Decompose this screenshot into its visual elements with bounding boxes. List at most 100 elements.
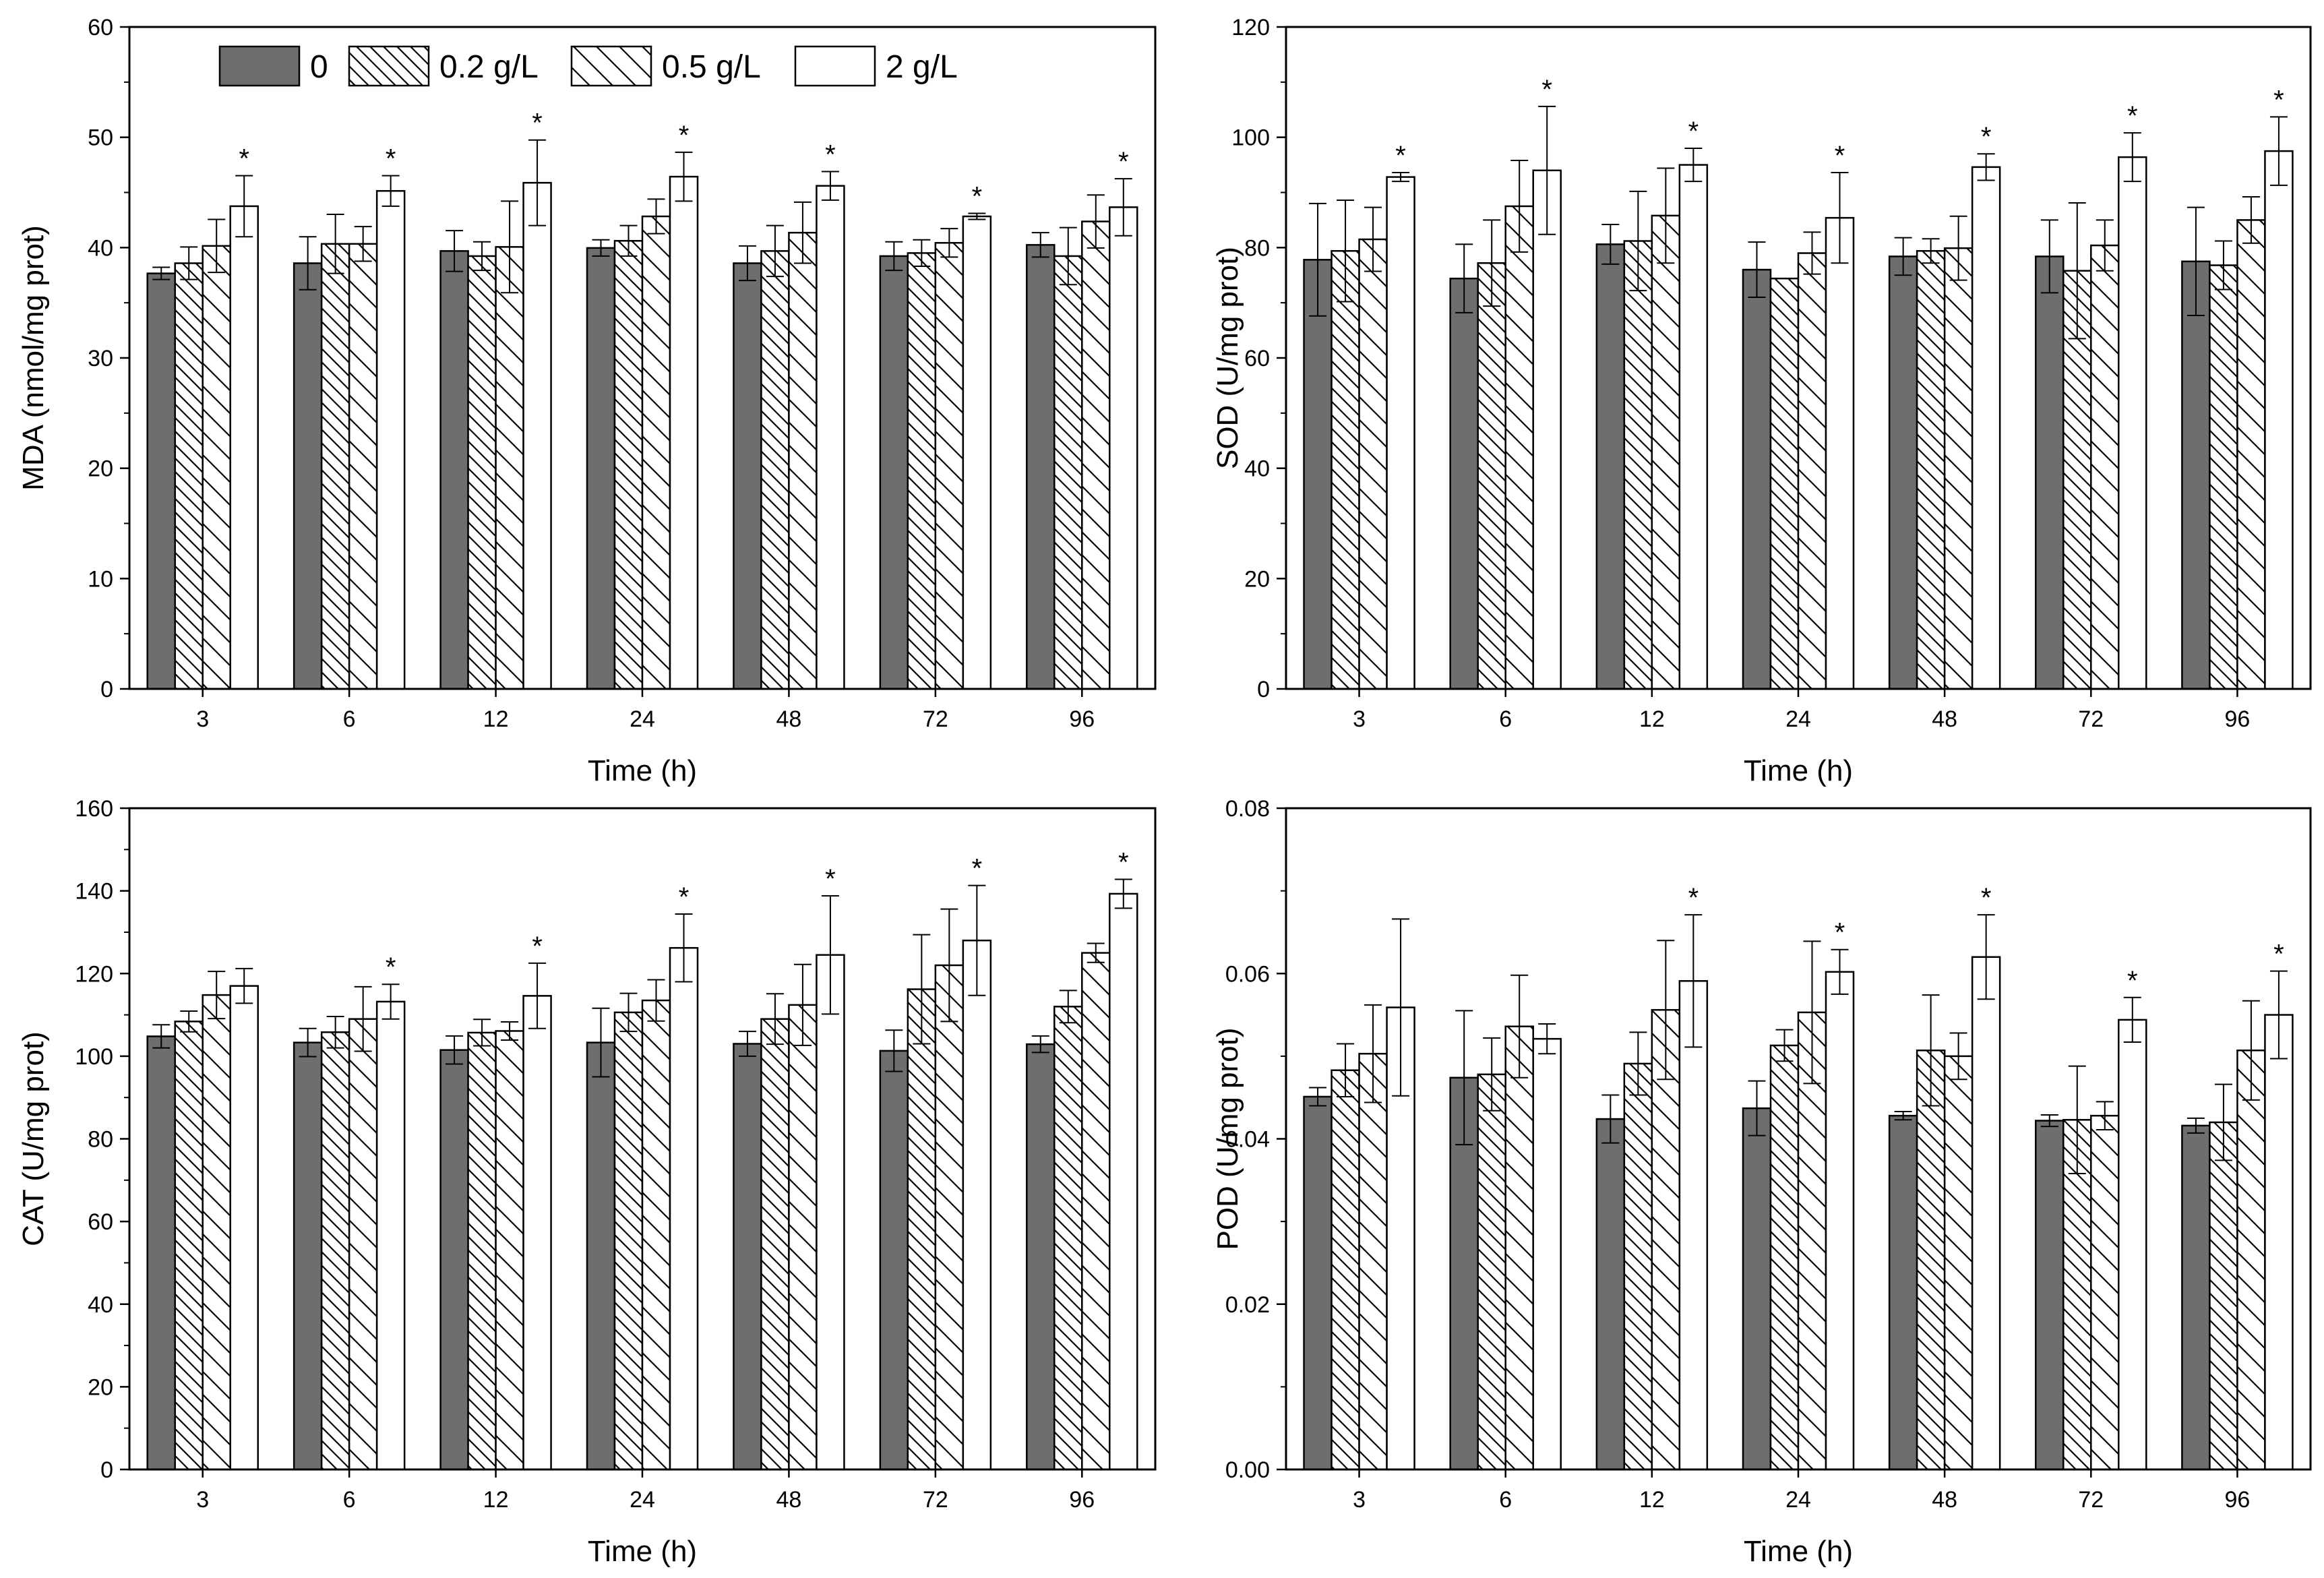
y-tick-label: 100 bbox=[1231, 125, 1270, 151]
y-tick-label: 60 bbox=[88, 1209, 113, 1235]
x-tick-label: 24 bbox=[1785, 706, 1811, 732]
x-tick-label: 6 bbox=[1499, 706, 1512, 732]
bar-2-g-l-72 bbox=[962, 215, 992, 690]
plot-frame bbox=[128, 26, 1157, 690]
significance-marker: * bbox=[1981, 122, 1992, 152]
bar-0-48 bbox=[733, 262, 762, 690]
x-tick-label: 6 bbox=[1499, 1487, 1512, 1513]
bar-0-5-g-l-3 bbox=[202, 994, 231, 1471]
bar-0-2-g-l-12 bbox=[1623, 1062, 1653, 1471]
x-axis-title: Time (h) bbox=[588, 1535, 697, 1568]
y-tick-label: 0.04 bbox=[1225, 1127, 1270, 1153]
bar-0-5-g-l-96 bbox=[2236, 219, 2266, 690]
bar-0-5-g-l-12 bbox=[495, 1030, 524, 1471]
x-tick-label: 96 bbox=[1069, 706, 1095, 732]
significance-marker: * bbox=[825, 140, 836, 170]
bar-0-3 bbox=[1303, 1095, 1333, 1471]
legend-item-0: 0 bbox=[218, 45, 328, 87]
bar-0-5-g-l-24 bbox=[1797, 252, 1827, 690]
bar-0-5-g-l-72 bbox=[2090, 244, 2120, 690]
x-tick-label: 24 bbox=[630, 1487, 655, 1513]
x-tick-label: 6 bbox=[343, 706, 356, 732]
bar-2-g-l-72 bbox=[2118, 156, 2147, 690]
bar-0-5-g-l-48 bbox=[788, 231, 818, 690]
legend-item-0-5-g-l: 0.5 g/L bbox=[570, 45, 761, 87]
y-tick-label: 120 bbox=[75, 961, 113, 987]
bar-0-5-g-l-96 bbox=[2236, 1050, 2266, 1471]
bar-0-5-g-l-72 bbox=[2090, 1114, 2120, 1471]
bar-2-g-l-96 bbox=[1109, 206, 1138, 690]
bar-2-g-l-48 bbox=[816, 954, 845, 1471]
bar-0-3 bbox=[146, 1035, 176, 1471]
bar-2-g-l-24 bbox=[669, 946, 699, 1471]
bar-0-2-g-l-24 bbox=[1769, 1044, 1800, 1471]
bar-0-2-g-l-48 bbox=[1916, 249, 1946, 690]
x-tick-label: 72 bbox=[923, 1487, 948, 1513]
bar-2-g-l-12 bbox=[1678, 164, 1709, 690]
bar-2-g-l-72 bbox=[962, 939, 992, 1471]
y-tick-label: 10 bbox=[88, 566, 113, 592]
bar-2-g-l-24 bbox=[1825, 971, 1855, 1471]
bar-0-24 bbox=[586, 1041, 616, 1471]
x-tick-label: 24 bbox=[1785, 1487, 1811, 1513]
bar-0-3 bbox=[1303, 259, 1333, 690]
bar-0-96 bbox=[1026, 244, 1056, 690]
bar-2-g-l-96 bbox=[2264, 150, 2294, 690]
x-tick-label: 96 bbox=[2225, 1487, 2251, 1513]
bar-0-72 bbox=[2035, 1120, 2065, 1471]
bar-0-5-g-l-96 bbox=[1081, 952, 1111, 1471]
y-tick-label: 40 bbox=[1244, 456, 1270, 482]
bar-0-5-g-l-3 bbox=[1358, 238, 1388, 690]
y-axis-title: SOD (U/mg prot) bbox=[1211, 247, 1244, 469]
x-tick-label: 48 bbox=[1932, 706, 1957, 732]
chart-panel-3: 0 20 40 60 80 100 120 140 160 3 * 6 * 12 * 24 * 48 * 72 * 96 T… bbox=[17, 796, 1157, 1568]
y-axis-title: CAT (U/mg prot) bbox=[17, 1031, 50, 1246]
y-axis-title: MDA (nmol/mg prot) bbox=[17, 225, 50, 491]
bar-0-2-g-l-24 bbox=[1769, 277, 1800, 690]
bar-0-5-g-l-12 bbox=[1651, 214, 1681, 690]
x-tick-label: 3 bbox=[196, 706, 209, 732]
y-tick-label: 30 bbox=[88, 346, 113, 371]
legend-label: 2 g/L bbox=[886, 49, 958, 85]
bar-0-2-g-l-6 bbox=[1477, 1073, 1506, 1471]
bar-2-g-l-96 bbox=[2264, 1014, 2294, 1471]
bar-0-5-g-l-12 bbox=[495, 246, 524, 690]
x-tick-label: 12 bbox=[483, 706, 509, 732]
bar-2-g-l-48 bbox=[1971, 166, 2001, 690]
bar-0-2-g-l-3 bbox=[1331, 1069, 1360, 1471]
y-tick-label: 160 bbox=[75, 796, 113, 822]
plot-frame bbox=[1285, 807, 2312, 1471]
significance-marker: * bbox=[825, 864, 836, 894]
x-tick-label: 6 bbox=[343, 1487, 356, 1513]
y-tick-label: 0.00 bbox=[1225, 1457, 1270, 1483]
y-tick-label: 0 bbox=[1257, 677, 1270, 702]
y-tick-label: 100 bbox=[75, 1044, 113, 1070]
bar-0-6 bbox=[293, 262, 323, 690]
legend-item-0-2-g-l: 0.2 g/L bbox=[348, 45, 539, 87]
bar-0-96 bbox=[2181, 1124, 2211, 1471]
x-tick-label: 96 bbox=[1069, 1487, 1095, 1513]
bar-0-2-g-l-3 bbox=[174, 1021, 204, 1471]
legend-swatch bbox=[794, 45, 876, 87]
bar-0-24 bbox=[586, 247, 616, 690]
bar-0-5-g-l-3 bbox=[1358, 1052, 1388, 1471]
significance-marker: * bbox=[2127, 101, 2138, 131]
significance-marker: * bbox=[1118, 147, 1129, 177]
bar-0-2-g-l-72 bbox=[907, 988, 937, 1471]
legend-swatch bbox=[570, 45, 652, 87]
bar-0-5-g-l-72 bbox=[934, 964, 965, 1471]
plot-frame bbox=[1285, 26, 2312, 690]
significance-marker: * bbox=[679, 121, 690, 150]
y-tick-label: 20 bbox=[88, 456, 113, 482]
bar-0-6 bbox=[1449, 277, 1479, 690]
bar-0-2-g-l-12 bbox=[1623, 240, 1653, 690]
bar-0-2-g-l-6 bbox=[320, 243, 350, 690]
y-tick-label: 0.08 bbox=[1225, 796, 1270, 822]
bar-0-5-g-l-24 bbox=[641, 215, 671, 690]
bar-0-5-g-l-3 bbox=[202, 245, 231, 690]
bar-0-2-g-l-48 bbox=[760, 250, 790, 690]
legend-item-2-g-l: 2 g/L bbox=[794, 45, 958, 87]
bar-0-2-g-l-24 bbox=[613, 1011, 644, 1471]
significance-marker: * bbox=[1688, 117, 1699, 146]
